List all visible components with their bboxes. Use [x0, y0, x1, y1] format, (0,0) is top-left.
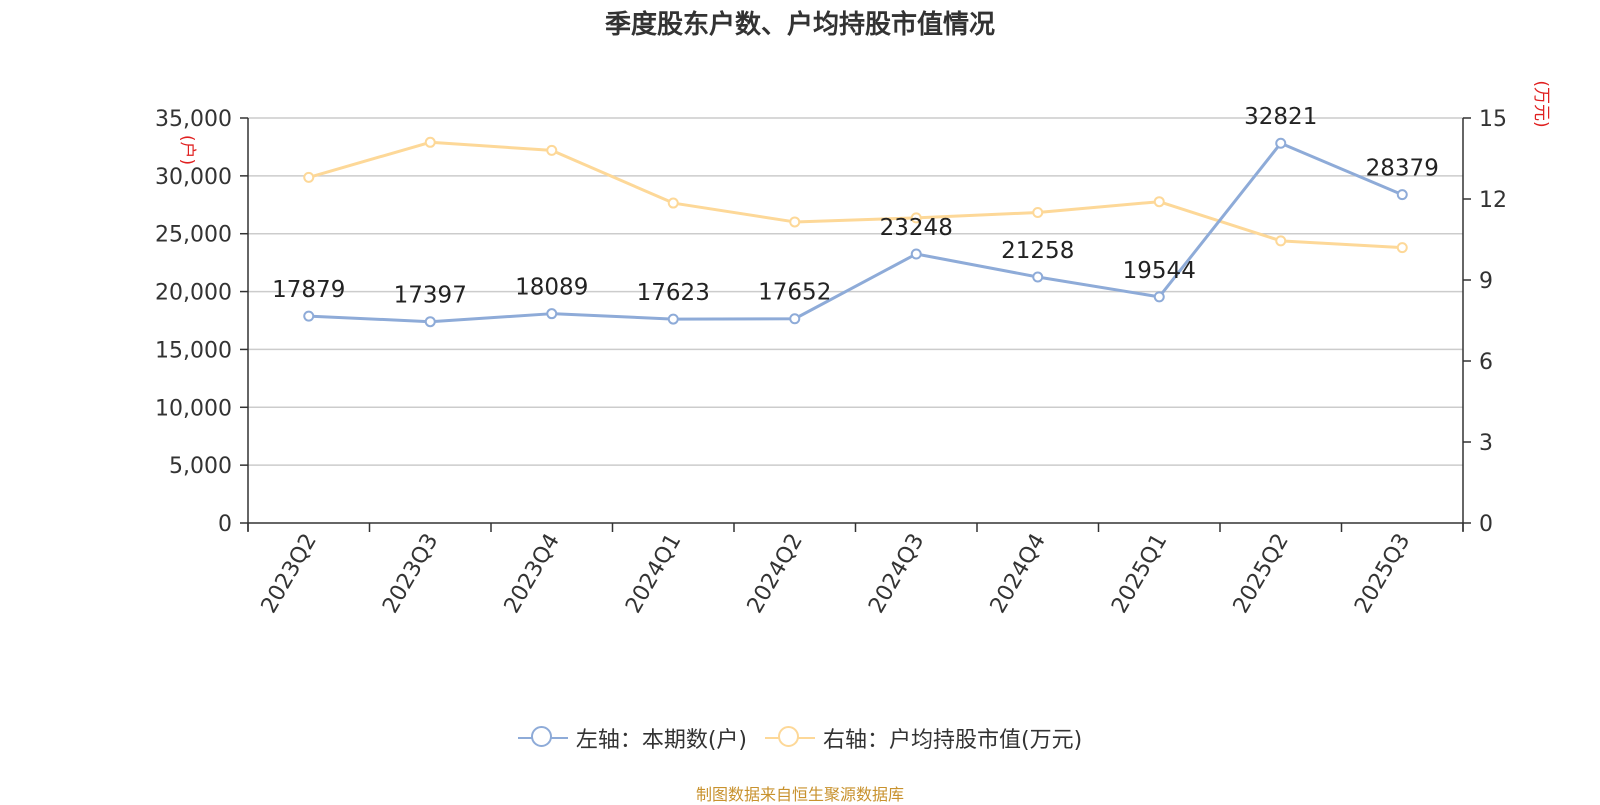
left-tick-label: 0 — [218, 512, 232, 537]
left-tick-label: 25,000 — [155, 223, 232, 248]
point-right-series — [667, 197, 679, 209]
right-tick-label: 12 — [1479, 188, 1507, 213]
left-tick-label: 35,000 — [155, 107, 232, 132]
x-tick-label: 2024Q4 — [986, 530, 1051, 618]
left-tick-label: 10,000 — [155, 396, 232, 421]
point-right-series — [1032, 207, 1044, 218]
legend-item-left-series[interactable]: 左轴：本期数(户) — [517, 722, 747, 754]
right-tick-label: 6 — [1479, 350, 1493, 375]
right-tick-label: 15 — [1479, 107, 1507, 132]
x-tick-label: 2023Q2 — [257, 530, 322, 618]
data-label-left-series: 28379 — [1366, 156, 1439, 182]
point-left-series — [1153, 291, 1165, 303]
chart-title: 季度股东户数、户均持股市值情况 — [604, 10, 995, 40]
point-left-series — [1032, 271, 1044, 283]
right-axis-unit-label: (万元) — [1531, 80, 1551, 127]
data-label-left-series: 17652 — [758, 280, 831, 306]
legend-left-label: 左轴：本期数(户) — [575, 728, 747, 753]
left-tick-label: 20,000 — [155, 281, 232, 306]
data-label-left-series: 32821 — [1244, 104, 1317, 130]
legend-left-circle-line-icon — [517, 725, 568, 751]
legend-item-right-series[interactable]: 右轴：户均持股市值(万元) — [765, 722, 1082, 754]
left-tick-label: 30,000 — [155, 165, 232, 190]
x-tick-label: 2024Q2 — [743, 530, 808, 618]
point-left-series — [1275, 137, 1287, 149]
point-left-series — [1396, 189, 1408, 201]
data-label-left-series: 21258 — [1001, 238, 1074, 264]
left-tick-label: 15,000 — [155, 338, 232, 363]
point-right-series — [789, 216, 801, 228]
right-tick-label: 0 — [1479, 512, 1493, 537]
x-tick-label: 2025Q3 — [1350, 530, 1415, 618]
left-tick-label: 5,000 — [169, 454, 232, 479]
legend-right-circle-line-icon — [765, 725, 815, 751]
point-left-series — [667, 313, 679, 325]
point-right-series — [1275, 235, 1287, 247]
x-tick-label: 2023Q4 — [500, 530, 565, 618]
data-label-left-series: 17879 — [272, 277, 345, 303]
data-label-left-series: 17397 — [394, 283, 467, 309]
data-label-left-series: 23248 — [880, 215, 953, 241]
legend-right-label: 右轴：户均持股市值(万元) — [823, 728, 1083, 753]
point-left-series — [303, 310, 315, 322]
chart-legend: 左轴：本期数(户) 右轴：户均持股市值(万元) — [0, 722, 1600, 754]
point-right-series — [1153, 196, 1165, 208]
series-line-left-shareholder-count — [308, 141, 1403, 324]
point-left-series — [546, 308, 558, 320]
right-tick-label: 3 — [1479, 431, 1493, 456]
point-left-series — [424, 316, 436, 328]
point-right-series — [424, 136, 436, 148]
point-right-series — [303, 171, 315, 183]
x-tick-label: 2024Q3 — [864, 530, 929, 618]
point-right-series — [546, 144, 558, 156]
point-right-series — [1396, 242, 1408, 254]
x-tick-label: 2023Q3 — [378, 530, 443, 618]
data-label-left-series: 18089 — [515, 275, 588, 301]
left-axis-unit-label: (户) — [177, 135, 197, 165]
right-tick-label: 9 — [1479, 269, 1493, 294]
x-tick-label: 2025Q1 — [1107, 530, 1172, 618]
x-tick-label: 2025Q2 — [1229, 530, 1294, 618]
point-right-series — [910, 212, 922, 224]
data-source-note: 制图数据来自恒生聚源数据库 — [695, 785, 904, 804]
point-left-series — [910, 248, 922, 260]
point-left-series — [789, 313, 801, 325]
data-label-left-series: 17623 — [637, 280, 710, 306]
data-label-left-series: 19544 — [1123, 258, 1196, 284]
x-tick-label: 2024Q1 — [621, 530, 686, 618]
